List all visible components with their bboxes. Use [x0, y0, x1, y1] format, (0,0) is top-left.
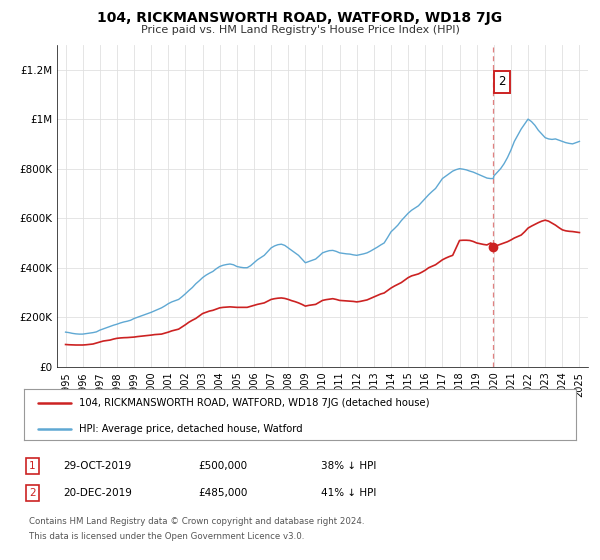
Text: 29-OCT-2019: 29-OCT-2019 [63, 461, 131, 471]
Text: 104, RICKMANSWORTH ROAD, WATFORD, WD18 7JG: 104, RICKMANSWORTH ROAD, WATFORD, WD18 7… [97, 11, 503, 25]
Text: 1: 1 [29, 461, 35, 471]
Text: This data is licensed under the Open Government Licence v3.0.: This data is licensed under the Open Gov… [29, 532, 304, 541]
Text: 38% ↓ HPI: 38% ↓ HPI [321, 461, 376, 471]
Text: 41% ↓ HPI: 41% ↓ HPI [321, 488, 376, 498]
Text: £485,000: £485,000 [198, 488, 247, 498]
Text: 2: 2 [499, 76, 506, 88]
Text: Price paid vs. HM Land Registry's House Price Index (HPI): Price paid vs. HM Land Registry's House … [140, 25, 460, 35]
Text: £500,000: £500,000 [198, 461, 247, 471]
Text: HPI: Average price, detached house, Watford: HPI: Average price, detached house, Watf… [79, 423, 303, 433]
Text: Contains HM Land Registry data © Crown copyright and database right 2024.: Contains HM Land Registry data © Crown c… [29, 517, 364, 526]
Text: 20-DEC-2019: 20-DEC-2019 [63, 488, 132, 498]
Text: 2: 2 [29, 488, 35, 498]
Text: 104, RICKMANSWORTH ROAD, WATFORD, WD18 7JG (detached house): 104, RICKMANSWORTH ROAD, WATFORD, WD18 7… [79, 398, 430, 408]
